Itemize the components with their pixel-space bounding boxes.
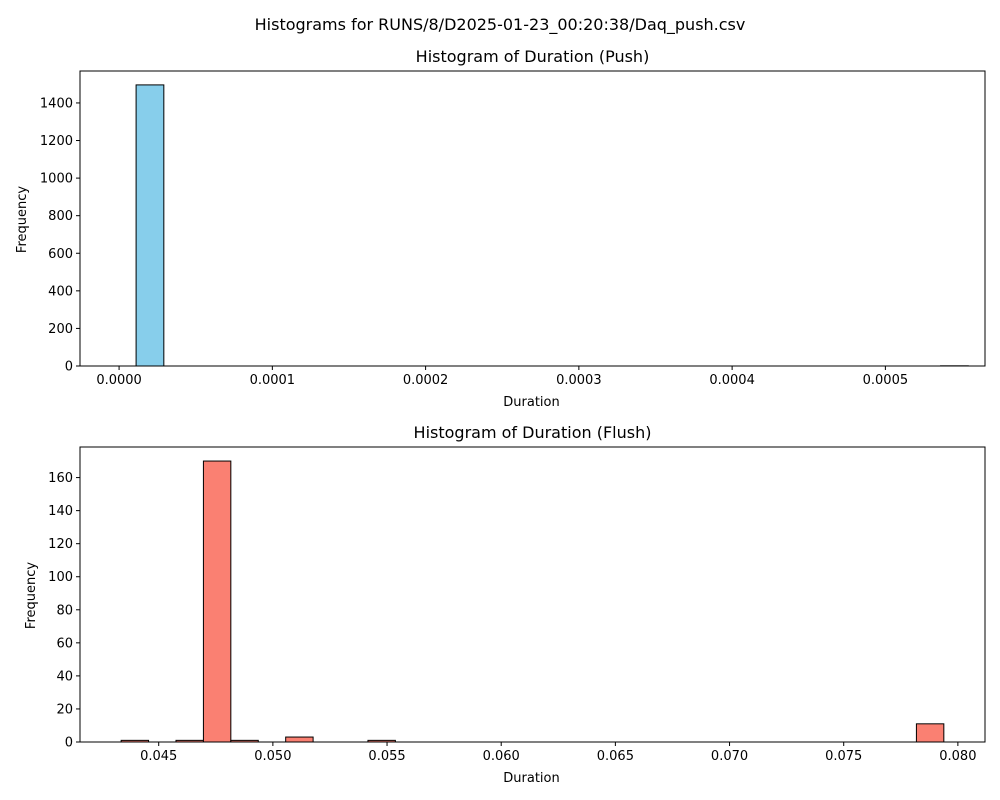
push-y-ticks: 0 200 400 600 800 1000 1200 1400 bbox=[40, 96, 80, 375]
flush-x-ticks: 0.045 0.050 0.055 0.060 0.065 0.070 0.075 0.080 bbox=[140, 742, 976, 764]
push-histogram-panel: Histogram of Duration (Push) Duration Fr… bbox=[15, 47, 986, 410]
push-axes-frame bbox=[79, 70, 986, 367]
flush-y-axis-label: Frequency bbox=[24, 562, 39, 629]
flush-x-tick-label: 0.075 bbox=[825, 749, 862, 764]
flush-x-tick-label: 0.050 bbox=[254, 749, 291, 764]
figure-suptitle: Histograms for RUNS/8/D2025-01-23_00:20:… bbox=[255, 15, 746, 35]
flush-y-tick-label: 60 bbox=[56, 636, 73, 651]
push-x-tick-label: 0.0001 bbox=[250, 373, 296, 388]
push-y-axis-label: Frequency bbox=[15, 186, 30, 253]
push-x-axis-label: Duration bbox=[503, 395, 559, 410]
flush-histogram-bar bbox=[285, 736, 314, 743]
flush-histogram-title: Histogram of Duration (Flush) bbox=[414, 423, 652, 442]
flush-x-tick-label: 0.045 bbox=[140, 749, 177, 764]
push-y-tick-label: 1200 bbox=[40, 134, 73, 149]
push-y-tick-label: 800 bbox=[48, 209, 73, 224]
push-x-tick-label: 0.0000 bbox=[96, 373, 142, 388]
push-y-tick-label: 400 bbox=[48, 284, 73, 299]
flush-histogram-bar bbox=[915, 723, 945, 743]
flush-x-tick-label: 0.055 bbox=[368, 749, 405, 764]
flush-x-tick-label: 0.080 bbox=[939, 749, 976, 764]
flush-x-tick-label: 0.060 bbox=[483, 749, 520, 764]
flush-x-axis-label: Duration bbox=[503, 771, 559, 786]
push-y-tick-label: 0 bbox=[65, 360, 73, 375]
flush-y-tick-label: 20 bbox=[56, 702, 73, 717]
flush-x-tick-label: 0.070 bbox=[711, 749, 748, 764]
flush-histogram-bar bbox=[202, 460, 232, 743]
flush-y-tick-label: 160 bbox=[48, 471, 73, 486]
flush-y-tick-label: 120 bbox=[48, 537, 73, 552]
flush-y-tick-label: 40 bbox=[56, 669, 73, 684]
push-y-tick-label: 200 bbox=[48, 322, 73, 337]
push-x-ticks: 0.0000 0.0001 0.0002 0.0003 0.0004 0.0005 bbox=[96, 366, 908, 388]
flush-y-tick-label: 0 bbox=[65, 736, 73, 751]
push-y-tick-label: 1000 bbox=[40, 172, 73, 187]
flush-histogram-panel: Histogram of Duration (Flush) Duration F… bbox=[24, 423, 986, 786]
flush-axes-frame bbox=[79, 446, 986, 743]
flush-x-tick-label: 0.065 bbox=[597, 749, 634, 764]
push-x-tick-label: 0.0003 bbox=[556, 373, 602, 388]
flush-y-tick-label: 140 bbox=[48, 504, 73, 519]
push-histogram-bar bbox=[135, 84, 165, 367]
flush-y-ticks: 0 20 40 60 80 100 120 140 160 bbox=[48, 471, 80, 751]
flush-y-tick-label: 80 bbox=[56, 603, 73, 618]
push-y-tick-label: 600 bbox=[48, 247, 73, 262]
push-x-tick-label: 0.0004 bbox=[709, 373, 755, 388]
push-histogram-title: Histogram of Duration (Push) bbox=[416, 47, 650, 66]
push-y-tick-label: 1400 bbox=[40, 96, 73, 111]
flush-y-tick-label: 100 bbox=[48, 570, 73, 585]
push-x-tick-label: 0.0005 bbox=[863, 373, 909, 388]
push-x-tick-label: 0.0002 bbox=[403, 373, 449, 388]
